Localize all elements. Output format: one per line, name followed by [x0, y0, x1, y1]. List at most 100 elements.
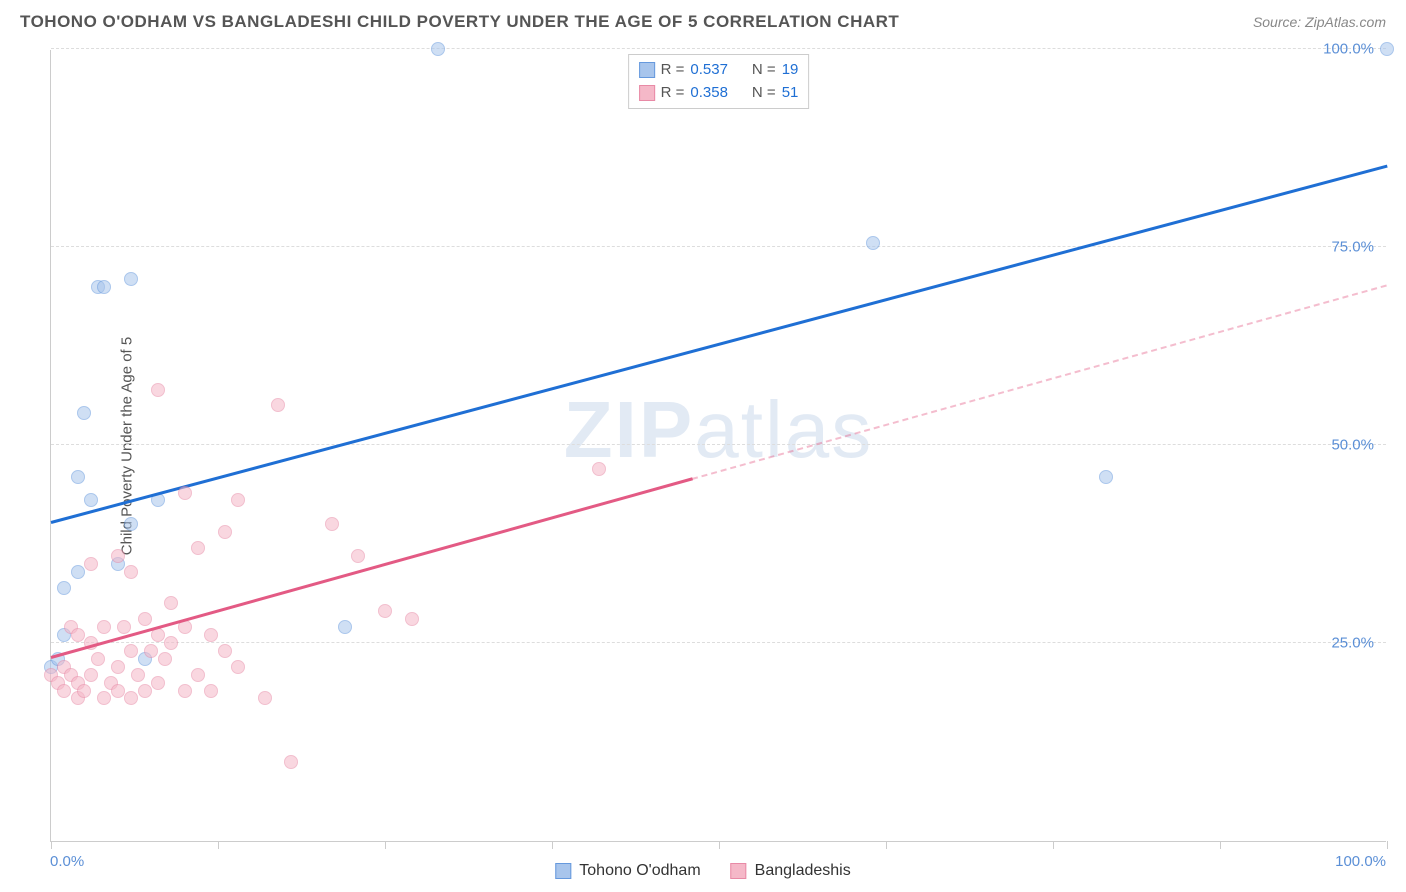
scatter-point — [1380, 42, 1394, 56]
scatter-point — [405, 612, 419, 626]
scatter-point — [124, 565, 138, 579]
correlation-legend: R =0.537 N = 19 R =0.358 N = 51 — [628, 54, 810, 109]
scatter-point — [84, 668, 98, 682]
scatter-point — [57, 581, 71, 595]
scatter-point — [138, 612, 152, 626]
scatter-point — [231, 660, 245, 674]
scatter-point — [158, 652, 172, 666]
scatter-point — [124, 691, 138, 705]
x-tick — [385, 841, 386, 849]
r-label: R = — [661, 59, 685, 82]
n-value: 51 — [782, 82, 799, 105]
scatter-point — [77, 406, 91, 420]
scatter-point — [178, 486, 192, 500]
y-tick-label: 100.0% — [1323, 41, 1374, 58]
scatter-point — [124, 272, 138, 286]
x-tick — [51, 841, 52, 849]
scatter-point — [351, 549, 365, 563]
scatter-point — [91, 652, 105, 666]
gridline — [51, 642, 1386, 643]
chart-plot-area: ZIPatlas R =0.537 N = 19 R =0.358 N = 51 25.0… — [50, 50, 1386, 842]
scatter-point — [338, 620, 352, 634]
source-label: Source: ZipAtlas.com — [1253, 14, 1386, 30]
scatter-point — [164, 596, 178, 610]
trend-line — [51, 477, 693, 659]
x-tick — [1220, 841, 1221, 849]
r-label: R = — [661, 82, 685, 105]
series-legend: Tohono O'odham Bangladeshis — [555, 862, 850, 880]
scatter-point — [325, 517, 339, 531]
scatter-point — [191, 668, 205, 682]
scatter-point — [117, 620, 131, 634]
scatter-point — [131, 668, 145, 682]
x-tick-label: 100.0% — [1335, 853, 1386, 870]
scatter-point — [57, 684, 71, 698]
legend-item: Tohono O'odham — [555, 862, 700, 880]
x-tick — [552, 841, 553, 849]
gridline — [51, 444, 1386, 445]
r-value: 0.537 — [690, 59, 728, 82]
scatter-point — [71, 628, 85, 642]
scatter-point — [151, 383, 165, 397]
scatter-point — [218, 525, 232, 539]
legend-label: Tohono O'odham — [579, 862, 700, 880]
scatter-point — [111, 549, 125, 563]
x-tick — [218, 841, 219, 849]
scatter-point — [111, 660, 125, 674]
scatter-point — [97, 280, 111, 294]
legend-label: Bangladeshis — [755, 862, 851, 880]
r-value: 0.358 — [690, 82, 728, 105]
scatter-point — [71, 470, 85, 484]
chart-title: TOHONO O'ODHAM VS BANGLADESHI CHILD POVE… — [20, 12, 899, 32]
x-tick — [886, 841, 887, 849]
scatter-point — [84, 493, 98, 507]
scatter-point — [84, 557, 98, 571]
n-label: N = — [752, 59, 776, 82]
scatter-point — [111, 684, 125, 698]
scatter-point — [97, 620, 111, 634]
y-tick-label: 25.0% — [1331, 635, 1374, 652]
watermark: ZIPatlas — [564, 384, 873, 476]
legend-swatch — [731, 863, 747, 879]
legend-swatch — [639, 85, 655, 101]
scatter-point — [258, 691, 272, 705]
n-label: N = — [752, 82, 776, 105]
scatter-point — [138, 684, 152, 698]
y-tick-label: 50.0% — [1331, 437, 1374, 454]
scatter-point — [378, 604, 392, 618]
legend-swatch — [639, 62, 655, 78]
scatter-point — [77, 684, 91, 698]
scatter-point — [592, 462, 606, 476]
scatter-point — [204, 684, 218, 698]
scatter-point — [97, 691, 111, 705]
scatter-point — [1099, 470, 1113, 484]
scatter-point — [164, 636, 178, 650]
scatter-point — [124, 517, 138, 531]
legend-row: R =0.537 N = 19 — [639, 59, 799, 82]
scatter-point — [71, 565, 85, 579]
scatter-point — [151, 676, 165, 690]
legend-item: Bangladeshis — [731, 862, 851, 880]
gridline — [51, 246, 1386, 247]
scatter-point — [271, 398, 285, 412]
trend-line — [692, 285, 1387, 480]
legend-swatch — [555, 863, 571, 879]
x-tick — [719, 841, 720, 849]
scatter-point — [231, 493, 245, 507]
x-tick — [1387, 841, 1388, 849]
scatter-point — [178, 684, 192, 698]
x-tick-label: 0.0% — [50, 853, 84, 870]
x-tick — [1053, 841, 1054, 849]
n-value: 19 — [782, 59, 799, 82]
gridline — [51, 48, 1386, 49]
scatter-point — [431, 42, 445, 56]
scatter-point — [191, 541, 205, 555]
scatter-point — [124, 644, 138, 658]
scatter-point — [866, 236, 880, 250]
y-tick-label: 75.0% — [1331, 239, 1374, 256]
scatter-point — [204, 628, 218, 642]
scatter-point — [144, 644, 158, 658]
legend-row: R =0.358 N = 51 — [639, 82, 799, 105]
scatter-point — [284, 755, 298, 769]
scatter-point — [218, 644, 232, 658]
